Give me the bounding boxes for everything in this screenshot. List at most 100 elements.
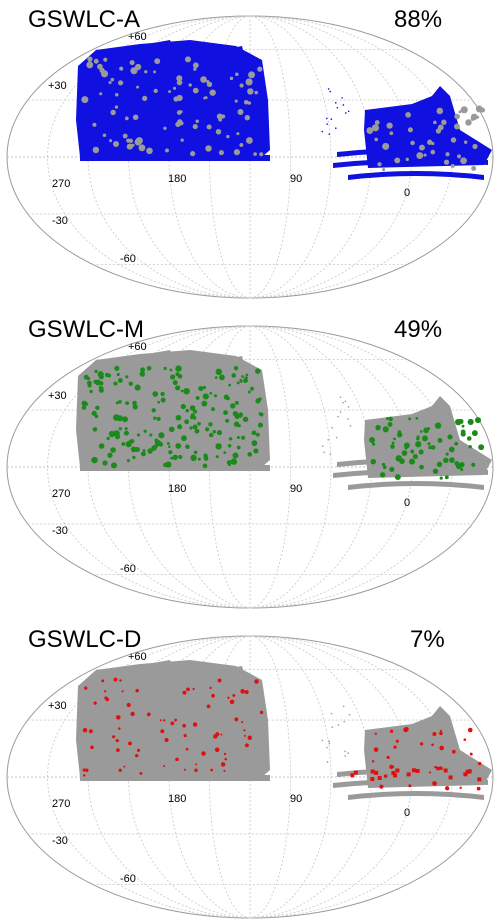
data-point (465, 769, 470, 774)
data-point (460, 106, 468, 114)
data-point (445, 786, 450, 791)
data-point (113, 430, 120, 437)
data-point (379, 784, 384, 789)
data-point (469, 752, 473, 756)
data-point (419, 464, 424, 470)
data-point (158, 442, 164, 447)
sparse-point (339, 396, 342, 398)
data-point (130, 446, 137, 453)
data-point (84, 402, 89, 406)
data-point (371, 760, 375, 763)
sparse-point (337, 724, 340, 726)
data-point (371, 124, 380, 132)
data-point (130, 711, 135, 717)
data-point (245, 78, 253, 86)
data-point (251, 440, 258, 447)
meridian-line (249, 325, 332, 609)
sparse-point (335, 436, 338, 439)
data-point (393, 437, 396, 441)
data-point (112, 140, 120, 148)
data-point (192, 424, 198, 430)
data-point (142, 449, 146, 452)
data-point (234, 99, 238, 103)
data-point (136, 433, 141, 437)
data-point (113, 414, 120, 421)
data-point (243, 100, 249, 105)
data-point (374, 120, 380, 125)
data-point (208, 422, 213, 427)
data-point (436, 107, 444, 115)
data-point (371, 442, 376, 446)
sparse-point (345, 112, 347, 114)
data-point (209, 686, 212, 690)
data-point (201, 400, 208, 407)
tick-label: 180 (168, 173, 186, 185)
data-point (229, 699, 235, 705)
data-point (180, 403, 186, 410)
data-point (177, 424, 183, 430)
sparse-point (330, 712, 333, 715)
data-point (154, 438, 159, 443)
data-point (206, 79, 210, 84)
data-point (185, 444, 190, 449)
data-point (128, 381, 133, 386)
data-point (163, 126, 167, 130)
data-point (139, 771, 143, 775)
sparse-point (347, 110, 350, 113)
data-point (475, 115, 479, 119)
sparse-point (329, 453, 332, 455)
sparse-point (339, 411, 342, 413)
data-point (151, 408, 156, 413)
data-point (123, 430, 129, 436)
data-point (117, 80, 124, 86)
data-point (108, 430, 116, 438)
data-point (98, 443, 105, 449)
data-point (138, 144, 146, 152)
data-point (247, 452, 253, 457)
data-point (236, 132, 240, 136)
meridian-line (249, 635, 291, 919)
data-point (139, 371, 146, 377)
data-point (175, 365, 182, 372)
data-point (247, 735, 253, 741)
data-point (188, 83, 192, 87)
data-point (92, 427, 98, 432)
data-point (172, 380, 178, 386)
data-point (410, 449, 415, 454)
data-point (395, 739, 399, 743)
data-point (415, 768, 420, 773)
data-point (202, 393, 209, 400)
sparse-point (341, 97, 343, 99)
data-point (437, 437, 443, 443)
data-point (126, 459, 130, 463)
data-point (251, 430, 257, 436)
data-point (468, 445, 472, 449)
tick-label: -60 (120, 873, 136, 885)
data-point (178, 454, 183, 460)
data-point (163, 764, 166, 768)
data-point (109, 139, 113, 143)
data-point (422, 435, 428, 442)
data-point (397, 430, 402, 435)
stripe-arc (348, 791, 484, 800)
data-point (94, 369, 98, 374)
data-point (247, 390, 251, 394)
tick-labels: 0 90 180 270 +60 +30 -30 -60 (48, 651, 410, 885)
data-point (232, 452, 239, 459)
data-point (382, 142, 390, 150)
data-point (185, 747, 189, 751)
fraction-label: 88% (394, 6, 443, 33)
sparse-point (344, 400, 347, 403)
data-point (163, 719, 166, 722)
north-stripe (120, 40, 172, 54)
data-point (86, 61, 94, 69)
data-point (432, 468, 439, 474)
data-point (258, 412, 262, 416)
data-point (214, 747, 220, 753)
data-point (444, 475, 449, 480)
data-point (220, 733, 223, 736)
data-point (215, 455, 219, 459)
data-point (228, 383, 232, 387)
data-point (434, 765, 437, 769)
data-point (395, 768, 400, 773)
